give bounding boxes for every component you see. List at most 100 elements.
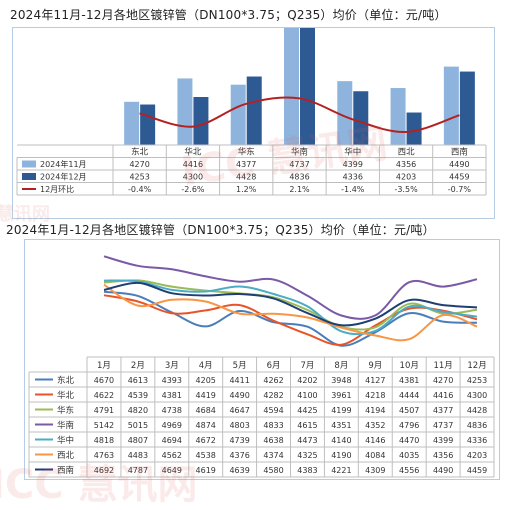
- table2-cell-3-4: 4803: [229, 421, 249, 430]
- table2-header-9: 10月: [400, 361, 419, 371]
- table2-cell-0-3: 4205: [196, 376, 216, 385]
- table2-header-7: 8月: [334, 361, 348, 371]
- table2-cell-3-2: 4969: [162, 421, 182, 430]
- table1-cell-2-0: -0.4%: [128, 185, 152, 194]
- table2-cell-3-7: 4351: [331, 421, 351, 430]
- table2-cell-6-11: 4459: [467, 466, 487, 475]
- bar-dec-3: [300, 28, 315, 145]
- table2-cell-4-5: 4638: [263, 436, 283, 445]
- table2-header-2: 3月: [165, 361, 179, 371]
- table2-cell-3-9: 4796: [399, 421, 419, 430]
- table1-cell-0-1: 4416: [183, 160, 203, 169]
- table1-cell-2-2: 1.2%: [236, 185, 257, 194]
- table2-cell-4-3: 4672: [196, 436, 216, 445]
- table2-cell-4-9: 4470: [399, 436, 419, 445]
- legend-key-1: [22, 173, 36, 180]
- series-line-5: [103, 283, 478, 342]
- table2-header-8: 9月: [368, 361, 382, 371]
- table2-cell-2-3: 4684: [196, 406, 216, 415]
- series-line-4: [103, 279, 478, 336]
- table2-cell-5-8: 4084: [365, 451, 385, 460]
- table2-cell-3-10: 4737: [433, 421, 453, 430]
- table2-cell-2-5: 4594: [263, 406, 283, 415]
- table2-cell-2-7: 4199: [331, 406, 351, 415]
- table1-header-4: 华中: [344, 147, 361, 158]
- table2-cell-1-5: 4282: [263, 391, 283, 400]
- table2-cell-1-8: 4218: [365, 391, 385, 400]
- table1-cell-2-6: -0.7%: [448, 185, 472, 194]
- table2-cell-1-9: 4444: [399, 391, 419, 400]
- table2-cell-4-11: 4336: [467, 436, 487, 445]
- legend-label-1: 2024年12月: [40, 172, 87, 182]
- bar-nov-0: [124, 101, 140, 145]
- table2-cell-6-7: 4221: [331, 466, 351, 475]
- table2-cell-5-6: 4325: [297, 451, 317, 460]
- watermark-left: 慧讯网: [0, 204, 50, 225]
- table1-cell-0-3: 4737: [289, 160, 309, 169]
- table1-header-0: 东北: [131, 147, 149, 158]
- table2-cell-1-4: 4490: [229, 391, 249, 400]
- table2-cell-3-0: 5142: [94, 421, 114, 430]
- legend2-label-2: 华东: [57, 405, 74, 416]
- table2-cell-0-0: 4670: [94, 376, 114, 385]
- table2-cell-2-8: 4194: [365, 406, 385, 415]
- legend2-label-4: 华中: [57, 435, 74, 446]
- legend2-label-0: 东北: [57, 375, 75, 386]
- table2-cell-2-4: 4647: [229, 406, 249, 415]
- legend-label-0: 2024年11月: [40, 159, 87, 169]
- table2-cell-0-7: 3948: [331, 376, 351, 385]
- table2-cell-0-8: 4127: [365, 376, 385, 385]
- table2-cell-3-1: 5015: [128, 421, 148, 430]
- table2-header-10: 11月: [433, 361, 452, 371]
- table2-header-11: 12月: [467, 361, 486, 371]
- table1-header-6: 西南: [451, 147, 468, 158]
- table2-cell-0-9: 4381: [399, 376, 419, 385]
- table2-header-5: 6月: [267, 361, 281, 371]
- bar-dec-0: [140, 104, 156, 145]
- table2-cell-5-3: 4538: [196, 451, 216, 460]
- table1-cell-0-5: 4356: [396, 160, 416, 169]
- table2-cell-1-2: 4381: [162, 391, 182, 400]
- legend2-label-1: 华北: [57, 390, 75, 401]
- table2-cell-2-0: 4791: [94, 406, 114, 415]
- table1-cell-0-6: 4490: [449, 160, 469, 169]
- table2-cell-3-8: 4352: [365, 421, 385, 430]
- bar-nov-5: [390, 88, 406, 145]
- bar-nov-1: [177, 78, 193, 145]
- legend2-label-5: 西北: [57, 451, 75, 461]
- table2-cell-4-2: 4694: [162, 436, 182, 445]
- chart1-title: 2024年11月-12月各地区镀锌管（DN100*3.75；Q235）均价（单位…: [10, 8, 447, 22]
- table2-cell-6-8: 4309: [365, 466, 385, 475]
- bar-dec-4: [353, 91, 369, 145]
- legend2-label-6: 西南: [57, 465, 74, 476]
- table2-cell-5-11: 4203: [467, 451, 487, 460]
- table2-cell-3-3: 4874: [196, 421, 216, 430]
- table1-cell-0-4: 4399: [343, 160, 363, 169]
- table2-header-6: 7月: [300, 361, 314, 371]
- legend-key-0: [22, 160, 36, 168]
- table2-cell-5-0: 4763: [94, 451, 114, 460]
- table2-cell-2-1: 4820: [128, 406, 148, 415]
- table1-cell-1-1: 4300: [183, 173, 203, 182]
- table2-header-0: 1月: [97, 361, 111, 371]
- table2-cell-1-1: 4539: [128, 391, 148, 400]
- table2-cell-6-2: 4649: [162, 466, 182, 475]
- bar-nov-2: [230, 84, 246, 145]
- table2-cell-1-3: 4419: [196, 391, 216, 400]
- table1-header-1: 华北: [184, 147, 202, 158]
- table2-cell-0-10: 4270: [433, 376, 453, 385]
- chart2-panel: 1月 2月 3月 4月 5月 6月 7月 8月 9月 10月 11月 12月 东北 4670 4613 439…: [24, 239, 500, 480]
- series-line-2: [103, 279, 478, 331]
- table2-cell-4-8: 4146: [365, 436, 385, 445]
- table2-header-1: 2月: [131, 361, 145, 371]
- table2-cell-6-1: 4787: [128, 466, 148, 475]
- table1-cell-1-0: 4253: [129, 173, 149, 182]
- table2-header-3: 4月: [199, 361, 213, 371]
- table2-cell-5-10: 4356: [433, 451, 453, 460]
- table2-cell-5-2: 4562: [162, 451, 182, 460]
- table2-cell-6-10: 4490: [433, 466, 453, 475]
- table2-cell-5-5: 4374: [263, 451, 283, 460]
- table2-cell-0-4: 4411: [229, 376, 249, 385]
- table2-cell-5-7: 4190: [331, 451, 351, 460]
- table2-cell-1-7: 3961: [331, 391, 351, 400]
